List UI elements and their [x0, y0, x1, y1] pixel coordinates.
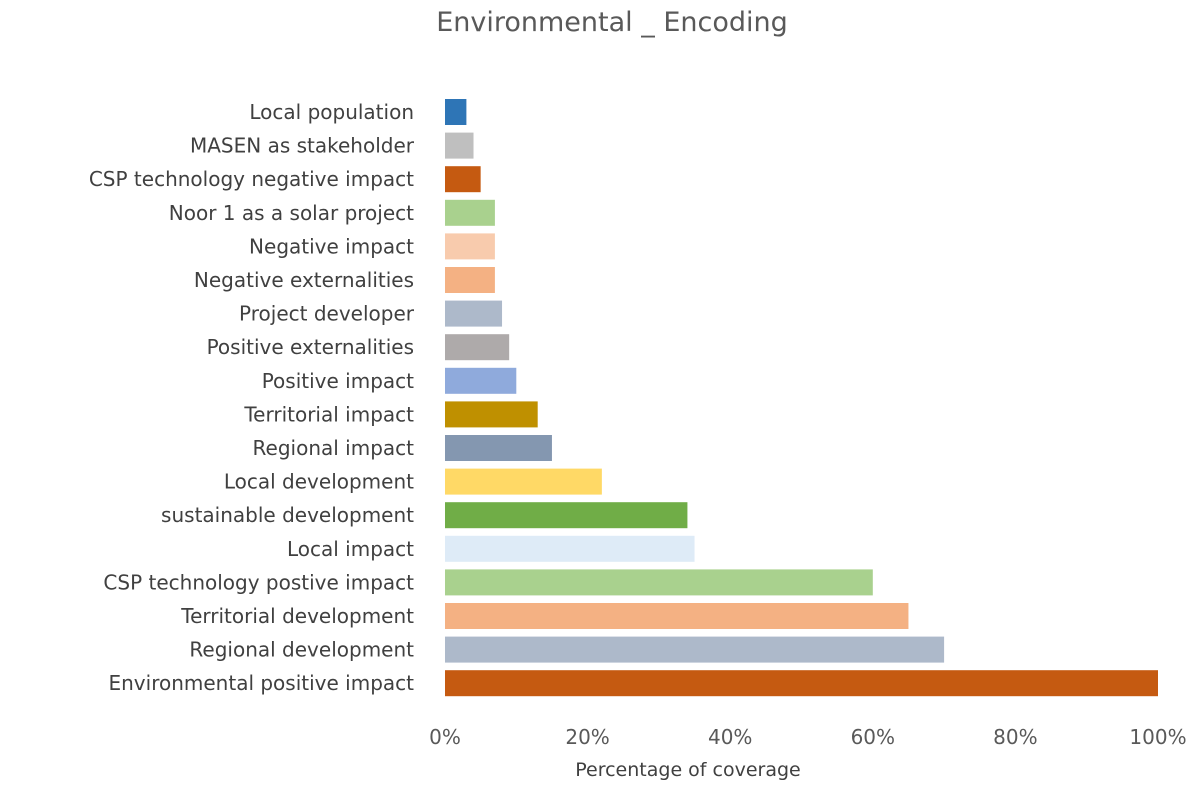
category-label-13: Local impact — [287, 537, 414, 561]
bar-8 — [445, 367, 517, 394]
category-label-0: Local population — [249, 100, 414, 124]
bar-2 — [445, 166, 481, 193]
bar-14 — [445, 569, 873, 596]
x-tick-4: 80% — [993, 725, 1037, 749]
bar-10 — [445, 435, 552, 461]
bar-4 — [445, 233, 495, 260]
category-label-7: Positive externalities — [207, 335, 414, 359]
x-axis-label: Percentage of coverage — [575, 759, 801, 781]
x-tick-1: 20% — [565, 725, 609, 749]
category-label-14: CSP technology postive impact — [103, 570, 414, 594]
x-axis-ticks: 0% 20% 40% 60% 80% 100% — [429, 725, 1186, 749]
category-label-3: Noor 1 as a solar project — [169, 201, 414, 225]
bar-13 — [445, 535, 695, 562]
category-label-11: Local development — [224, 470, 414, 494]
x-tick-0: 0% — [429, 725, 461, 749]
category-labels: Local population MASEN as stakeholder CSP … — [89, 100, 415, 695]
category-label-17: Environmental positive impact — [108, 671, 414, 695]
bar-7 — [445, 334, 510, 361]
bar-11 — [445, 468, 602, 495]
category-label-12: sustainable development — [161, 503, 414, 527]
category-label-8: Positive impact — [262, 369, 414, 393]
bar-9 — [445, 401, 538, 428]
category-label-16: Regional development — [189, 638, 414, 662]
bar-12 — [445, 502, 688, 529]
bar-1 — [445, 132, 474, 159]
category-label-2: CSP technology negative impact — [89, 167, 414, 191]
x-tick-5: 100% — [1129, 725, 1186, 749]
category-label-9: Territorial impact — [243, 402, 414, 426]
category-label-15: Territorial development — [180, 604, 414, 628]
bar-6 — [445, 300, 503, 327]
bar-15 — [445, 603, 909, 629]
x-tick-3: 60% — [851, 725, 895, 749]
bars-group — [445, 99, 1158, 697]
bar-17 — [445, 670, 1158, 697]
bar-3 — [445, 199, 495, 226]
category-label-10: Regional impact — [253, 436, 415, 460]
category-label-6: Project developer — [239, 302, 415, 326]
bar-5 — [445, 267, 495, 293]
category-label-1: MASEN as stakeholder — [190, 134, 415, 158]
x-tick-2: 40% — [708, 725, 752, 749]
chart-title: Environmental _ Encoding — [436, 7, 788, 38]
bar-0 — [445, 99, 467, 125]
bar-16 — [445, 636, 945, 663]
category-label-5: Negative externalities — [194, 268, 414, 292]
category-label-4: Negative impact — [249, 234, 414, 258]
